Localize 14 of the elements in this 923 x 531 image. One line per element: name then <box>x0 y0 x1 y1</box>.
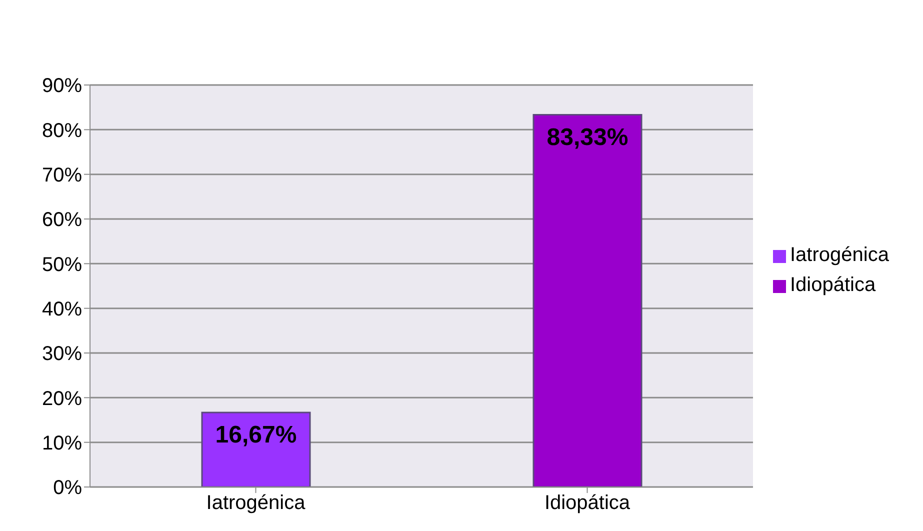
y-tick-label: 50% <box>42 254 82 276</box>
y-tick-label: 0% <box>53 477 82 500</box>
y-tick-label: 90% <box>42 75 82 98</box>
data-label: 83,33% <box>546 124 628 151</box>
legend-label: Idiopática <box>790 274 876 296</box>
legend-label: Iatrogénica <box>790 244 889 266</box>
y-tick-label: 80% <box>42 120 82 142</box>
y-tick-label: 70% <box>42 164 82 186</box>
y-tick-label: 30% <box>42 343 82 366</box>
y-tick-label: 60% <box>42 209 82 232</box>
y-tick-label: 10% <box>42 432 82 454</box>
data-label: 16,67% <box>215 422 297 449</box>
y-tick-label: 20% <box>42 388 82 410</box>
y-tick-label: 40% <box>42 298 82 320</box>
